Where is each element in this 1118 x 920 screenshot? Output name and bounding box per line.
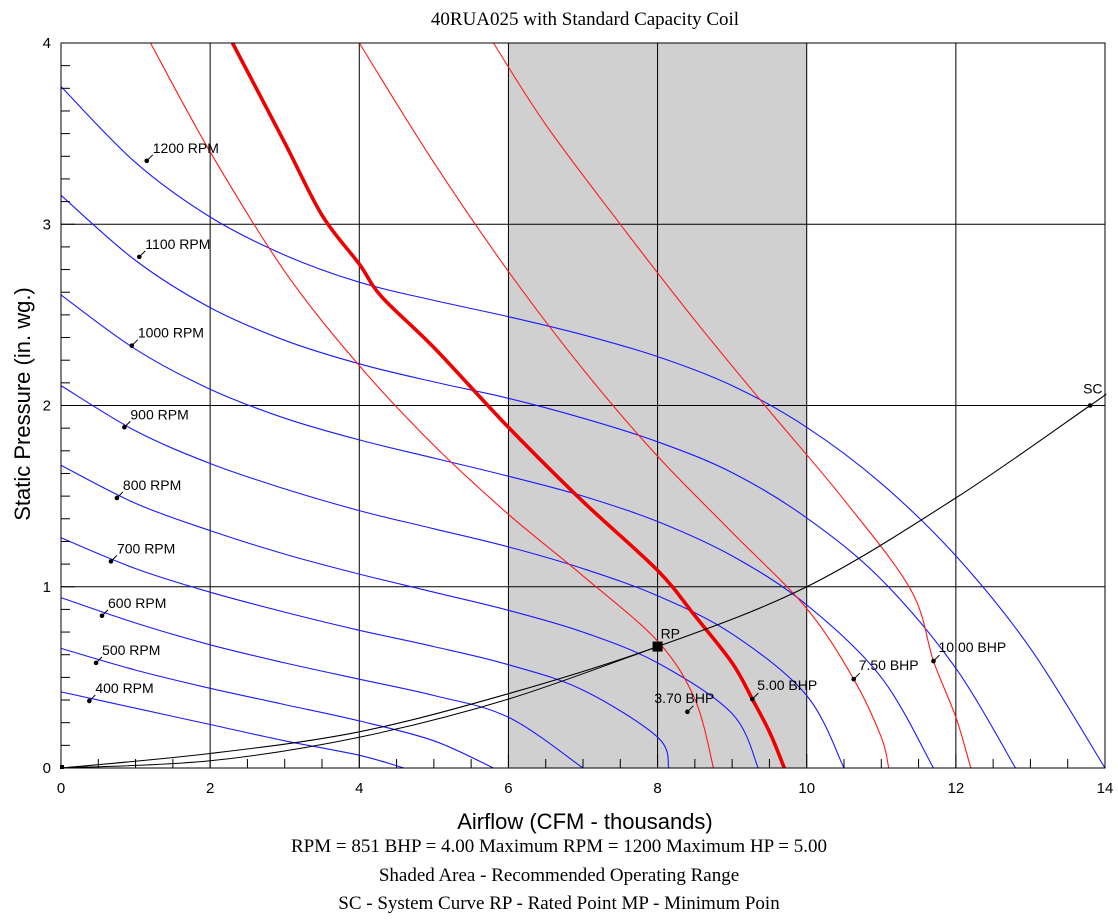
rpm-label-leader (146, 154, 154, 162)
y-tick-label: 1 (43, 579, 51, 596)
x-tick-label: 0 (57, 780, 65, 797)
operating-bhp-curve (230, 42, 786, 769)
rpm-curve (60, 691, 405, 769)
system-curve-lower (60, 646, 658, 769)
bhp-label-leader (933, 654, 940, 662)
rpm-curve (60, 647, 494, 769)
bhp-label: 3.70 BHP (654, 690, 714, 706)
rpm-label-leader (124, 420, 131, 428)
system-curve-group (60, 393, 1107, 769)
footer-summary: RPM = 851 BHP = 4.00 Maximum RPM = 1200 … (290, 836, 828, 857)
rpm-curve (60, 194, 1016, 769)
rpm-label-leader (116, 491, 124, 499)
bhp-label-leader (853, 672, 861, 680)
rpm-label: 1200 RPM (153, 140, 219, 156)
x-tick-label: 12 (948, 780, 965, 797)
rpm-label-leader (95, 656, 103, 664)
rpm-label: 1100 RPM (145, 236, 210, 252)
y-tick-label: 0 (43, 760, 51, 777)
rpm-label: 600 RPM (108, 595, 166, 611)
rpm-label-leader (110, 555, 118, 562)
bhp-curve (358, 42, 890, 769)
rpm-label: 700 RPM (117, 540, 175, 556)
rpm-curve (60, 385, 845, 769)
bhp-curve (493, 42, 972, 769)
rpm-label-leader (101, 609, 109, 617)
y-tick-label: 4 (43, 35, 51, 52)
chart-title: 40RUA025 with Standard Capacity Coil (431, 9, 739, 30)
rpm-label: 1000 RPM (138, 325, 204, 341)
x-axis-label: Airflow (CFM - thousands) (457, 809, 713, 834)
grid-lines (61, 43, 1105, 768)
origin-marker (60, 765, 64, 769)
system-curve-label: SC (1083, 381, 1102, 397)
x-tick-label: 4 (355, 780, 363, 797)
x-tick-label: 6 (504, 780, 512, 797)
rpm-label-leader (138, 250, 146, 258)
system-curve-marker (1087, 403, 1093, 408)
rpm-label-leader (88, 694, 96, 702)
x-tick-label: 10 (798, 780, 815, 797)
rpm-label: 900 RPM (130, 406, 188, 422)
rpm-curve (60, 294, 934, 769)
y-tick-label: 2 (43, 398, 51, 415)
x-tick-label: 2 (206, 780, 214, 797)
rpm-curve (60, 537, 670, 769)
bhp-label: 7.50 BHP (859, 657, 919, 673)
bhp-label-leader (751, 692, 759, 700)
bhp-curve (150, 42, 715, 769)
bhp-label: 10.00 BHP (938, 639, 1006, 655)
x-tick-label: 14 (1097, 780, 1114, 797)
x-tick-label: 8 (653, 780, 661, 797)
footer-legend-note: SC - System Curve RP - Rated Point MP - … (338, 893, 780, 914)
bhp-label: 5.00 BHP (757, 677, 817, 693)
rpm-curve (60, 464, 759, 769)
y-axis-label: Static Pressure (in. wg.) (10, 287, 35, 521)
rpm-label: 400 RPM (95, 680, 153, 696)
footer-shaded-note: Shaded Area - Recommended Operating Rang… (378, 865, 740, 886)
bhp-curves (150, 42, 972, 769)
rpm-label: 800 RPM (123, 477, 181, 493)
curve-labels: 400 RPM 500 RPM 600 RPM 700 RPM 800 RPM 900 R… (60, 140, 1103, 769)
rpm-curve (60, 86, 1106, 769)
y-tick-label: 3 (43, 216, 51, 233)
rated-point-label: RP (661, 626, 680, 642)
rpm-curve (60, 597, 584, 769)
rated-point-marker (652, 641, 663, 652)
rpm-label-leader (131, 339, 139, 347)
bhp-label-leader (687, 705, 694, 713)
rpm-label: 500 RPM (102, 642, 160, 658)
